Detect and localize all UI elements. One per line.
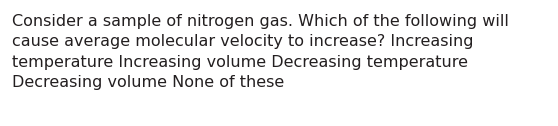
Text: Consider a sample of nitrogen gas. Which of the following will
cause average mol: Consider a sample of nitrogen gas. Which… bbox=[12, 14, 509, 90]
